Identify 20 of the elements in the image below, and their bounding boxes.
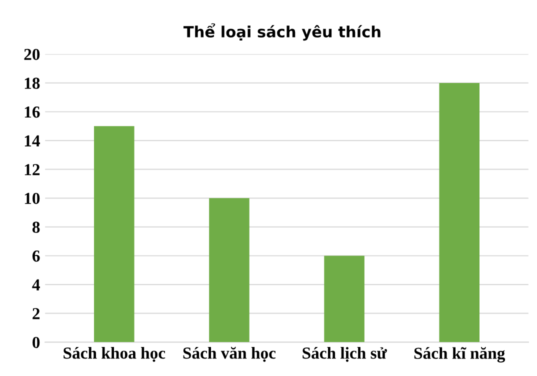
bar <box>209 198 250 342</box>
x-tick-label: Sách kĩ năng <box>414 347 506 362</box>
x-tick-label: Sách khoa học <box>64 347 166 362</box>
x-tick-label: Sách lịch sử <box>302 347 387 362</box>
chart-title: Thể loại sách yêu thích <box>183 23 380 41</box>
y-tick-label: 16 <box>24 106 40 118</box>
y-tick-label: 20 <box>24 48 40 60</box>
y-tick-label: 8 <box>32 222 40 233</box>
y-tick-label: 2 <box>32 308 40 320</box>
y-tick-label: 4 <box>32 279 40 290</box>
y-tick-label: 6 <box>32 250 40 262</box>
y-tick-label: 0 <box>32 336 40 348</box>
x-tick-label: Sách văn học <box>183 346 276 362</box>
y-tick-label: 12 <box>24 164 40 176</box>
bar <box>324 256 364 342</box>
y-tick-label: 18 <box>24 78 40 89</box>
y-tick-label: 14 <box>24 135 40 146</box>
y-tick-label: 10 <box>24 192 40 204</box>
bar <box>94 126 134 342</box>
bar <box>439 82 480 342</box>
